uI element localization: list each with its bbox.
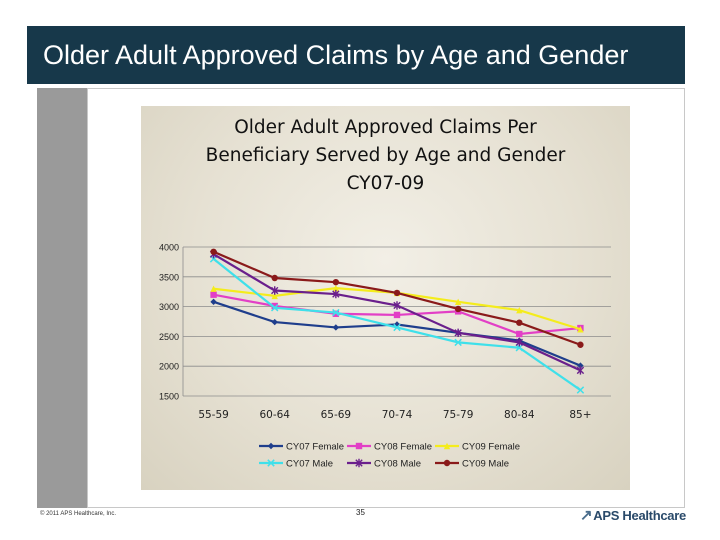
brand-name: APS Healthcare [593,508,686,523]
y-tick-label: 1500 [159,392,179,402]
data-point [516,319,523,326]
page-number: 35 [356,508,365,517]
chart-title-line-2: Beneficiary Served by Age and Gender [205,145,566,166]
data-point [210,291,217,298]
data-point [577,362,584,369]
data-point [576,366,585,375]
data-point [267,459,275,467]
data-point [332,308,340,317]
data-point [271,302,278,310]
legend-label: CY07 Female [286,442,344,453]
legend-label: CY09 Female [462,442,520,453]
data-point [271,292,278,300]
chart-area: Older Adult Approved Claims Per Benefici… [141,106,630,490]
data-point [454,305,462,313]
brand-logo: ↗APS Healthcare [580,506,686,524]
chart-title-line-3: CY07-09 [346,173,425,194]
x-tick-label: 85+ [569,409,591,421]
content-frame [87,88,685,508]
data-point [332,284,340,292]
data-point [271,274,278,282]
series-line [213,250,581,346]
data-point [393,311,401,319]
brand-arrow-icon: ↗ [580,507,593,524]
data-point [271,318,278,326]
data-point [267,442,275,450]
data-point [443,459,451,467]
left-sidebar-bar [37,88,87,508]
data-point [332,324,340,331]
x-tick-label: 80-84 [504,409,535,421]
legend-label: CY08 Male [374,459,421,470]
data-point [576,386,585,394]
chart-title: Older Adult Approved Claims Per Benefici… [141,114,630,198]
data-point [577,341,584,348]
x-tick-label: 55-59 [198,409,229,421]
data-point [515,338,523,347]
data-point [210,248,217,255]
x-tick-label: 70-74 [382,409,413,421]
data-point [355,458,363,468]
data-point [393,301,401,310]
slide-title: Older Adult Approved Claims by Age and G… [43,40,629,70]
data-point [454,298,462,306]
data-point [210,298,217,306]
data-point [515,343,524,352]
chart-title-line-1: Older Adult Approved Claims Per [234,117,537,138]
data-point [454,328,462,338]
y-tick-label: 2000 [159,362,179,372]
data-point [393,289,401,297]
data-point [516,306,523,314]
data-point [577,326,584,333]
data-point [443,442,451,450]
legend-label: CY07 Male [286,459,333,470]
data-point [332,310,340,317]
x-tick-label: 65-69 [321,409,352,421]
data-point [270,304,279,312]
data-point [516,330,523,338]
legend-label: CY08 Female [374,442,432,453]
data-point [454,338,462,347]
y-tick-label: 2500 [159,332,179,342]
title-bar: Older Adult Approved Claims by Age and G… [27,26,685,84]
x-tick-label: 75-79 [443,409,474,421]
line-chart: 4000 3500 3000 2500 2000 1500 55-59 60-64 65-69 7… [159,243,611,470]
data-point [393,323,401,332]
y-tick-label: 4000 [159,243,179,253]
data-point [210,285,217,292]
legend-label: CY09 Male [462,459,509,470]
data-point [271,286,279,295]
data-point [355,442,363,450]
y-tick-label: 3500 [159,272,179,282]
data-point [332,289,340,299]
x-tick-label: 60-64 [259,409,290,421]
y-tick-label: 3000 [159,302,179,312]
footer-copyright: © 2011 APS Healthcare, Inc. [40,511,117,517]
data-point [332,278,340,286]
